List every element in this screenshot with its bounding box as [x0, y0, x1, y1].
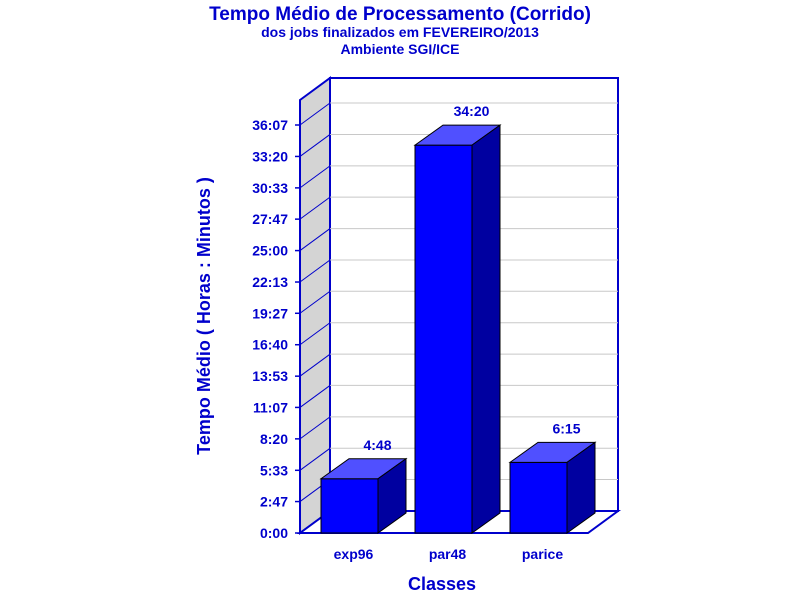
bar-front [414, 144, 473, 534]
y-axis-ticks: 0:00 2:47 5:33 8:20 11:07 13:53 16:40 19:27 22:1… [252, 117, 300, 541]
bar [319, 457, 408, 534]
x-tick-label: exp96 [334, 546, 374, 562]
x-axis-label: Classes [408, 574, 476, 594]
chart-title: Tempo Médio de Processamento (Corrido) [209, 4, 591, 25]
bar-side [377, 457, 407, 534]
wall-gridline [299, 416, 331, 440]
y-tick-label: 30:33 [252, 180, 288, 196]
wall-gridline [299, 228, 331, 251]
chart-subtitle-1: dos jobs finalizados em FEVEREIRO/2013 [261, 24, 539, 40]
wall-gridline [299, 196, 331, 220]
x-tick-label: par48 [429, 546, 467, 562]
wall-gridline [299, 385, 331, 408]
wall-gridline [299, 447, 331, 471]
y-tick-label: 36:07 [252, 117, 288, 133]
data-labels: 4:48 34:20 6:15 [363, 103, 580, 453]
chart-subtitle-2: Ambiente SGI/ICE [340, 41, 459, 57]
y-tick-label: 0:00 [260, 525, 288, 541]
y-tick-label: 19:27 [252, 305, 288, 321]
wall-gridline [299, 165, 331, 189]
bar-front [509, 461, 568, 534]
y-tick-label: 22:13 [252, 274, 288, 290]
y-tick-label: 25:00 [252, 243, 288, 259]
x-tick-label: parice [522, 546, 563, 562]
bar-side [566, 441, 596, 534]
bar [413, 124, 502, 534]
data-label: 4:48 [363, 437, 391, 453]
y-tick-label: 27:47 [252, 211, 288, 227]
wall-gridline [299, 322, 331, 346]
wall-gridline [299, 290, 331, 314]
y-tick-label: 5:33 [260, 462, 288, 478]
wall-gridline [299, 102, 331, 126]
data-label: 34:20 [454, 103, 490, 119]
bars [319, 124, 597, 534]
wall-gridline [299, 259, 331, 283]
wall-gridline [299, 134, 331, 157]
bar-side [471, 124, 501, 534]
wall-gridline [299, 353, 331, 377]
y-tick-label: 16:40 [252, 337, 288, 353]
y-tick-label: 11:07 [253, 399, 288, 415]
y-tick-label: 2:47 [260, 494, 288, 510]
y-tick-label: 8:20 [260, 431, 288, 447]
bar-front [320, 478, 379, 534]
y-tick-label: 33:20 [252, 148, 288, 164]
bar [508, 441, 597, 534]
left-wall [299, 76, 331, 535]
x-axis-categories: exp96 par48 parice [334, 546, 564, 562]
data-label: 6:15 [552, 420, 580, 436]
y-axis-label: Tempo Médio ( Horas : Minutos ) [194, 177, 214, 455]
y-tick-label: 13:53 [252, 368, 288, 384]
